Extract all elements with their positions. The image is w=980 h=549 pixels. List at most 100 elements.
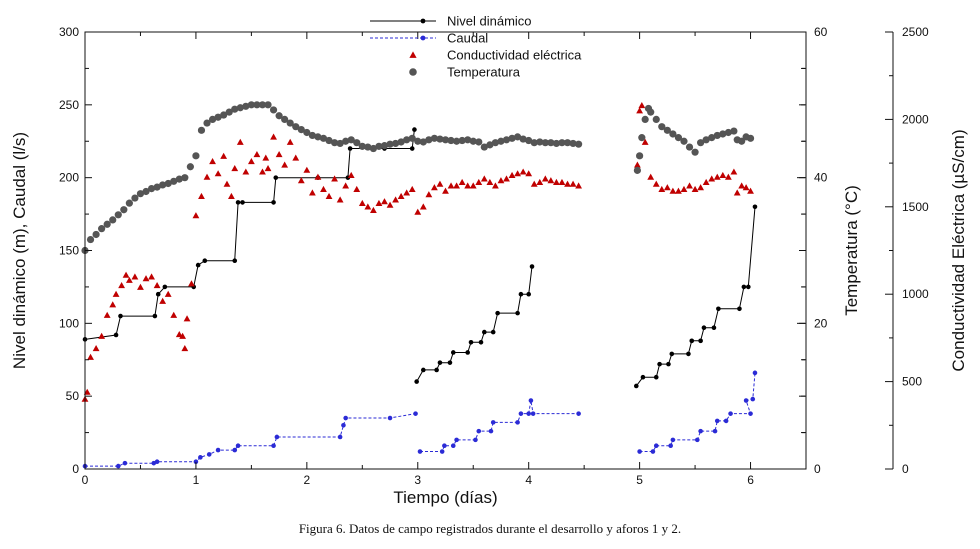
conductividad-point	[453, 182, 460, 189]
caudal-point	[748, 411, 753, 416]
temperatura-point	[475, 138, 483, 146]
caudal-point	[698, 428, 703, 434]
left-tick-label: 200	[59, 171, 79, 185]
temperatura-point	[258, 101, 267, 109]
temp-axis-title: Temperatura (°C)	[842, 185, 861, 316]
left-axis-title: Nivel dinámico (m), Caudal (l/s)	[10, 132, 29, 369]
conductividad-point	[497, 177, 505, 184]
conductividad-point	[403, 189, 411, 196]
caudal-point	[518, 411, 524, 416]
conductividad-point	[442, 187, 449, 194]
conductividad-point	[652, 180, 660, 187]
nivel-point	[482, 329, 487, 335]
legend-conductividad-marker	[409, 51, 417, 58]
caudal-point	[752, 370, 758, 376]
temperatura-point	[638, 134, 646, 142]
temperatura-point	[286, 119, 294, 127]
temperatura-point	[147, 184, 156, 193]
conductividad-point	[188, 280, 195, 287]
nivel-point	[468, 339, 474, 345]
conductividad-point	[375, 199, 383, 207]
conductividad-point	[358, 199, 366, 207]
caudal-line	[639, 372, 756, 452]
temperatura-point	[663, 126, 671, 134]
conductividad-point	[342, 182, 350, 189]
nivel-point	[529, 264, 535, 269]
conductividad-point	[331, 175, 338, 182]
legend-temperatura-marker	[409, 68, 417, 76]
temp-tick-label: 60	[814, 25, 828, 39]
temperatura-point	[325, 136, 333, 145]
conductividad-point	[392, 196, 399, 203]
temperatura-point	[125, 199, 133, 207]
conductividad-point	[458, 178, 466, 186]
temperatura-point	[314, 133, 322, 141]
conductividad-point	[198, 192, 205, 200]
nivel-point	[113, 332, 119, 338]
conductividad-point	[480, 175, 488, 182]
caudal-point	[528, 398, 534, 403]
x-tick-label: 6	[747, 473, 754, 487]
conductividad-point	[503, 175, 510, 182]
conductividad-point	[547, 177, 555, 184]
temperatura-point	[525, 136, 533, 145]
conductividad-point	[175, 331, 183, 338]
nivel-point	[716, 306, 721, 312]
caudal-point	[490, 420, 496, 425]
conductividad-point	[680, 185, 688, 193]
temperatura-point	[491, 139, 500, 147]
temperatura-point	[98, 225, 106, 233]
conductividad-point	[297, 177, 305, 184]
temperatura-point	[746, 134, 755, 142]
conductividad-point	[164, 290, 172, 297]
conductividad-point	[747, 187, 754, 194]
conductividad-point	[530, 180, 538, 187]
conductividad-point	[281, 161, 289, 168]
plot-frame	[84, 31, 807, 470]
temperatura-point	[458, 136, 466, 145]
legend-label-caudal: Caudal	[447, 31, 488, 46]
temperatura-point	[231, 105, 239, 113]
caudal-point	[488, 428, 494, 434]
temperatura-point	[308, 131, 316, 140]
conductividad-point	[325, 192, 333, 200]
nivel-line	[416, 266, 533, 382]
nivel-point	[518, 291, 524, 297]
nivel-line	[635, 206, 756, 387]
conductividad-point	[492, 182, 499, 189]
temperatura-point	[508, 134, 516, 142]
nivel-point	[640, 374, 646, 380]
temperatura-point	[159, 181, 167, 189]
temperatura-point	[275, 112, 283, 120]
conductividad-point	[247, 157, 255, 165]
caudal-point	[650, 449, 656, 454]
caudal-point	[235, 443, 241, 448]
conductividad-point	[475, 178, 483, 186]
caudal-point	[154, 459, 160, 465]
caudal-point	[232, 447, 238, 453]
caudal-point	[526, 411, 531, 416]
temperatura-point	[558, 139, 566, 147]
conductividad-point	[264, 164, 272, 172]
temperatura-point	[114, 211, 122, 219]
caudal-point	[743, 398, 749, 403]
conductividad-point	[286, 138, 294, 145]
nivel-point	[666, 361, 671, 367]
temperatura-point	[131, 194, 139, 202]
temperatura-point	[530, 139, 538, 147]
temperatura-point	[697, 139, 705, 147]
temperatura-point	[730, 127, 738, 135]
temperatura-point	[253, 101, 261, 109]
temperatura-point	[347, 136, 355, 144]
temperatura-point	[319, 134, 328, 142]
caudal-point	[343, 415, 348, 421]
conductividad-point	[87, 353, 94, 360]
nivel-point	[409, 146, 415, 151]
conductividad-point	[220, 152, 228, 159]
temperatura-point	[633, 166, 641, 174]
conductividad-point	[142, 275, 150, 282]
temperatura-point	[391, 139, 400, 148]
temperatura-point	[436, 135, 444, 143]
conductividad-point	[447, 182, 455, 189]
